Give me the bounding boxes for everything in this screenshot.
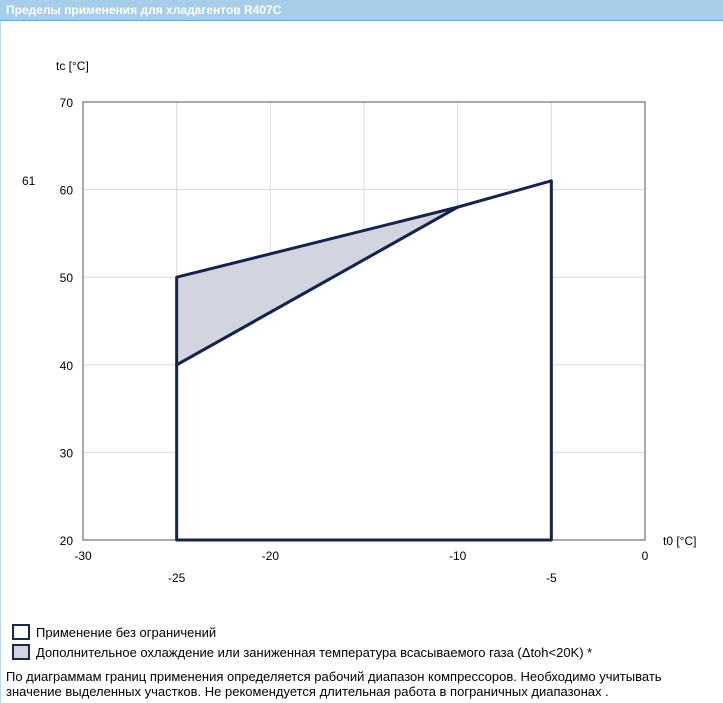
legend-item-unrestricted: Применение без ограничений [12,622,712,642]
y-tick-label: 40 [60,359,74,373]
y-marker-label: 61 [22,174,36,188]
legend-swatch-unrestricted [12,624,30,640]
legend-label-subcooling: Дополнительное охлаждение или заниженная… [36,644,593,660]
x-tick-label: -30 [74,549,92,563]
y-tick-label: 50 [60,271,74,285]
page-title: Пределы применения для хладагентов R407C [0,0,723,20]
footnote: По диаграммам границ применения определя… [6,669,662,699]
x-tick-label: -10 [449,549,467,563]
envelope-region-2 [175,205,460,367]
y-tick-label: 20 [60,534,74,548]
legend: Применение без ограничений Дополнительно… [12,622,712,662]
x-marker-label: -25 [168,571,186,585]
legend-label-unrestricted: Применение без ограничений [36,624,217,640]
x-axis-title: t0 [°C] [663,534,696,548]
envelope-region-1 [175,179,553,542]
x-tick-label: -20 [262,549,280,563]
header-divider [0,20,723,21]
application-limits-chart: 20 30 40 50 60 70 61 -30 -20 -10 0 -25 -5 tc [°C] t0 [… [22,59,696,585]
x-tick-label: 0 [642,549,649,563]
y-tick-label: 60 [60,184,74,198]
legend-item-subcooling: Дополнительное охлаждение или заниженная… [12,642,712,662]
x-marker-label: -5 [546,571,557,585]
y-tick-label: 30 [60,446,74,460]
y-axis-title: tc [°C] [56,59,89,73]
frame-border [0,21,1,703]
y-tick-label: 70 [60,96,74,110]
legend-swatch-subcooling [12,644,30,660]
